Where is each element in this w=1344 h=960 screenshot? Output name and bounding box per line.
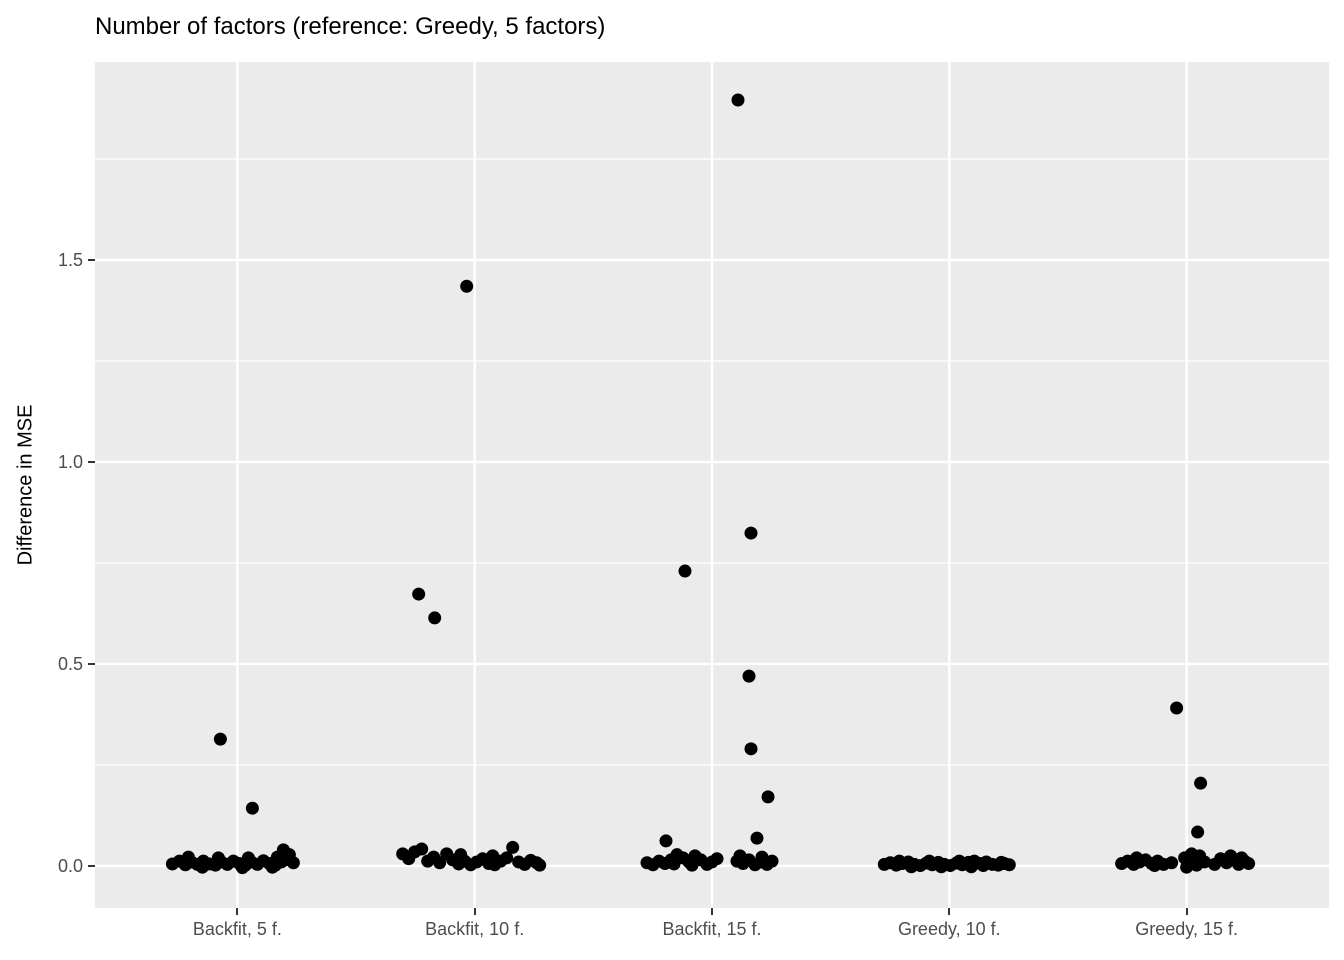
data-point: [678, 564, 692, 578]
data-point: [241, 851, 255, 865]
data-point: [286, 856, 300, 870]
data-point: [750, 831, 764, 845]
data-point: [235, 861, 249, 875]
y-tick-mark: [88, 460, 95, 463]
data-point: [1198, 855, 1212, 869]
data-point: [667, 857, 681, 871]
data-point: [742, 669, 756, 683]
x-tick-mark: [473, 908, 476, 915]
data-point: [1194, 776, 1208, 790]
x-tick-mark: [236, 908, 239, 915]
data-point: [1185, 847, 1199, 861]
data-point: [710, 852, 724, 866]
data-point: [964, 860, 978, 874]
x-tick-label: Greedy, 10 f.: [897, 919, 1001, 939]
data-point: [181, 850, 195, 864]
data-point: [994, 855, 1008, 869]
y-tick-mark: [88, 258, 95, 261]
data-point: [733, 849, 747, 863]
y-tick-label: 1.5: [57, 249, 83, 270]
data-point: [1170, 701, 1184, 715]
data-point: [486, 849, 500, 863]
data-point: [460, 279, 474, 293]
y-tick-mark: [88, 662, 95, 665]
data-point: [659, 834, 673, 848]
data-point: [892, 854, 906, 868]
y-tick-mark: [88, 864, 95, 867]
data-point: [211, 851, 225, 865]
data-point: [744, 742, 758, 756]
plot-area: [95, 62, 1329, 908]
data-point: [1235, 851, 1249, 865]
x-tick-mark: [1185, 908, 1188, 915]
x-tick-label: Greedy, 15 f.: [1135, 919, 1238, 939]
data-point: [1130, 851, 1144, 865]
data-point: [195, 860, 209, 874]
data-point: [1148, 859, 1162, 873]
data-point: [755, 850, 769, 864]
data-point: [265, 860, 279, 874]
data-point: [934, 860, 948, 874]
data-point: [270, 850, 284, 864]
data-point: [412, 587, 426, 601]
data-point: [428, 611, 442, 625]
data-point: [904, 860, 918, 874]
x-tick-mark: [948, 908, 951, 915]
x-tick-label: Backfit, 15 f.: [662, 919, 762, 939]
data-point: [922, 854, 936, 868]
data-point: [1208, 857, 1222, 871]
data-point: [952, 854, 966, 868]
chart-title: Number of factors (reference: Greedy, 5 …: [95, 13, 606, 40]
data-point: [1180, 860, 1194, 874]
data-point: [433, 856, 447, 870]
data-point: [731, 93, 745, 107]
y-tick-label: 0.0: [57, 855, 83, 876]
data-point: [761, 790, 775, 804]
plot-panel: [95, 62, 1329, 908]
data-point: [506, 840, 520, 854]
data-point: [1191, 825, 1205, 839]
data-point: [976, 859, 990, 873]
data-point: [245, 801, 259, 815]
y-tick-label: 0.5: [57, 653, 83, 674]
x-tick-mark: [711, 908, 713, 915]
data-point: [765, 854, 779, 868]
data-point: [1165, 856, 1179, 870]
data-point: [685, 858, 699, 872]
data-point: [454, 848, 468, 862]
data-point: [744, 526, 758, 540]
data-point: [1224, 849, 1238, 863]
data-point: [415, 842, 429, 856]
data-point: [533, 858, 547, 872]
y-axis-title: Difference in MSE: [14, 404, 37, 566]
x-tick-label: Backfit, 10 f.: [425, 919, 525, 939]
x-tick-label: Backfit, 5 f.: [192, 919, 282, 939]
data-point: [500, 851, 514, 865]
y-tick-label: 1.0: [57, 451, 83, 472]
data-point: [213, 732, 227, 746]
